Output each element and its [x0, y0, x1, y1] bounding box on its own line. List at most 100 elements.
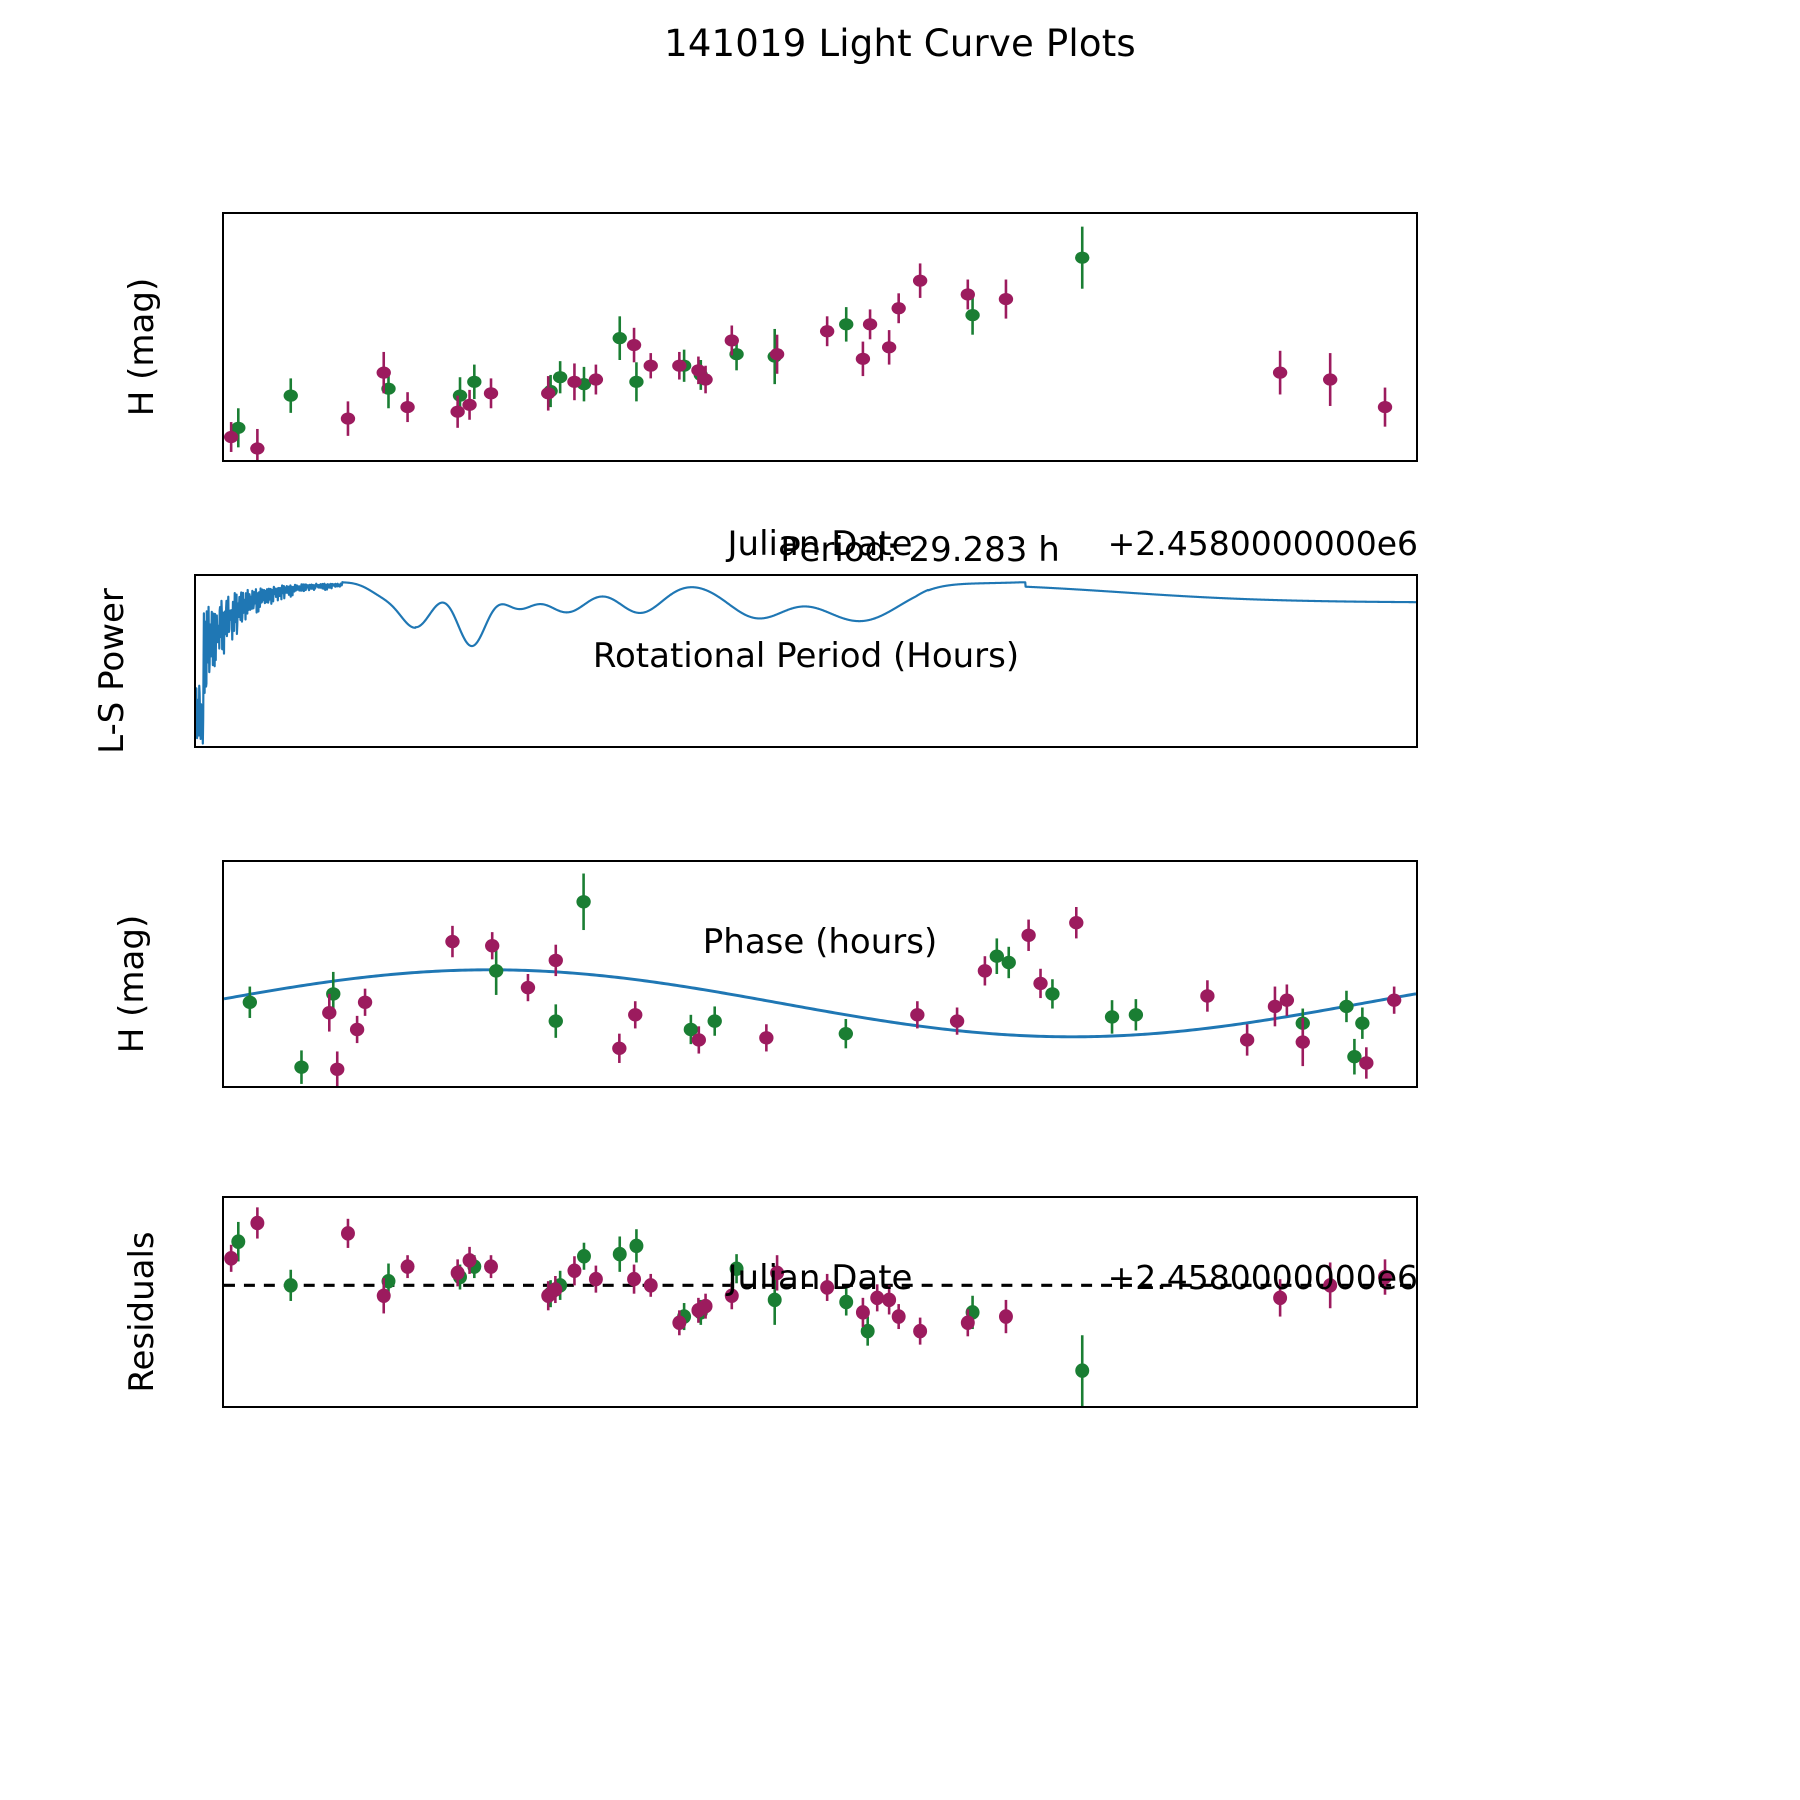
data-point — [891, 302, 906, 315]
data-point — [1104, 1010, 1120, 1024]
data-point — [913, 1323, 928, 1339]
data-point — [250, 1215, 265, 1231]
x-tick-mark — [1151, 1406, 1153, 1408]
periodogram-curve — [196, 581, 1416, 745]
data-point — [698, 1298, 713, 1314]
light-curve-xlabel: Julian Date — [727, 524, 913, 564]
data-point — [960, 288, 975, 301]
data-point — [1267, 999, 1283, 1014]
data-point — [450, 1265, 465, 1281]
data-point — [672, 359, 687, 372]
x-tick-mark — [1390, 460, 1392, 462]
periodogram-period-annotation: Period: 29.283 h — [780, 530, 1060, 570]
data-point — [349, 1022, 365, 1037]
x-tick-mark — [1174, 746, 1176, 748]
residuals-ylabel: Residuals — [122, 1231, 162, 1393]
data-point — [250, 442, 265, 455]
data-point — [870, 1290, 885, 1306]
data-point — [462, 1253, 477, 1268]
data-point — [767, 1292, 782, 1308]
data-point — [839, 318, 854, 331]
data-point — [1272, 366, 1288, 379]
data-point — [548, 953, 563, 968]
x-tick-mark — [912, 1406, 914, 1408]
y-tick-mark — [222, 1286, 224, 1288]
data-point — [1377, 401, 1393, 414]
data-point — [629, 1238, 644, 1254]
data-point — [612, 332, 627, 345]
series-magenta-filter — [322, 907, 1402, 1086]
data-point — [1239, 1033, 1255, 1047]
x-tick-mark — [433, 1406, 435, 1408]
data-point — [588, 1271, 603, 1287]
figure-title: 141019 Light Curve Plots — [664, 22, 1136, 65]
y-tick-mark — [194, 665, 196, 667]
phased-xlabel: Phase (hours) — [702, 922, 938, 962]
data-point — [612, 1041, 627, 1055]
data-point — [588, 373, 604, 386]
data-point — [770, 1265, 785, 1281]
x-tick-mark — [837, 1086, 839, 1088]
data-point — [294, 1060, 309, 1074]
residuals-xlabel: Julian Date — [727, 1258, 913, 1298]
data-point — [242, 995, 258, 1009]
data-point — [1347, 1050, 1362, 1064]
x-tick-mark — [1151, 460, 1153, 462]
series-green-filter — [231, 226, 1090, 448]
data-point — [400, 1259, 415, 1274]
y-tick-mark — [222, 1042, 224, 1044]
data-point — [839, 1294, 854, 1310]
data-point — [998, 292, 1014, 306]
data-point — [998, 1309, 1013, 1324]
data-point — [882, 1292, 897, 1308]
light-curve-x-offset-text: +2.4580000000e6 — [1107, 524, 1418, 563]
data-point — [1033, 976, 1048, 991]
series-green-filter — [242, 873, 1370, 1084]
data-point — [231, 1234, 246, 1249]
data-point — [1021, 928, 1036, 942]
data-point — [224, 1251, 239, 1266]
x-tick-mark — [673, 460, 675, 462]
data-point — [881, 341, 897, 354]
data-point — [862, 318, 878, 331]
x-tick-mark — [912, 460, 914, 462]
x-tick-mark — [239, 1086, 241, 1088]
y-tick-mark — [222, 412, 224, 414]
data-point — [1045, 987, 1060, 1001]
residuals-axes: 7007508008509000.50.0 — [222, 1196, 1418, 1408]
series-green-filter — [231, 1221, 1090, 1406]
data-point — [683, 1022, 699, 1037]
data-point — [1128, 1008, 1144, 1022]
phased-plot-area — [224, 873, 1416, 1086]
data-point — [629, 375, 644, 388]
data-point — [340, 1226, 355, 1241]
data-point — [949, 1014, 965, 1028]
data-point — [628, 1008, 643, 1022]
data-point — [445, 934, 460, 949]
data-point — [283, 389, 298, 402]
data-point — [910, 1008, 925, 1022]
y-tick-mark — [222, 295, 224, 297]
data-point — [1075, 1363, 1090, 1378]
data-point — [855, 1305, 870, 1320]
data-point — [855, 352, 871, 365]
data-point — [977, 964, 993, 978]
data-point — [769, 348, 785, 361]
y-tick-mark — [222, 1392, 224, 1394]
periodogram-ylabel: L-S Power — [92, 588, 132, 754]
data-point — [1001, 955, 1016, 970]
x-tick-mark — [929, 746, 931, 748]
light-curve-ylabel: H (mag) — [122, 277, 162, 417]
data-point — [548, 1014, 563, 1028]
series-magenta-filter — [224, 1207, 1392, 1345]
data-point — [452, 389, 468, 402]
light-curve-plot-area — [224, 226, 1393, 460]
data-point — [626, 338, 642, 352]
data-point — [627, 1271, 642, 1287]
periodogram-plot-area — [196, 581, 1416, 745]
data-point — [376, 366, 391, 379]
data-point — [672, 1315, 687, 1331]
data-point — [1378, 1269, 1392, 1285]
data-point — [1359, 1056, 1374, 1070]
data-point — [860, 1323, 875, 1339]
